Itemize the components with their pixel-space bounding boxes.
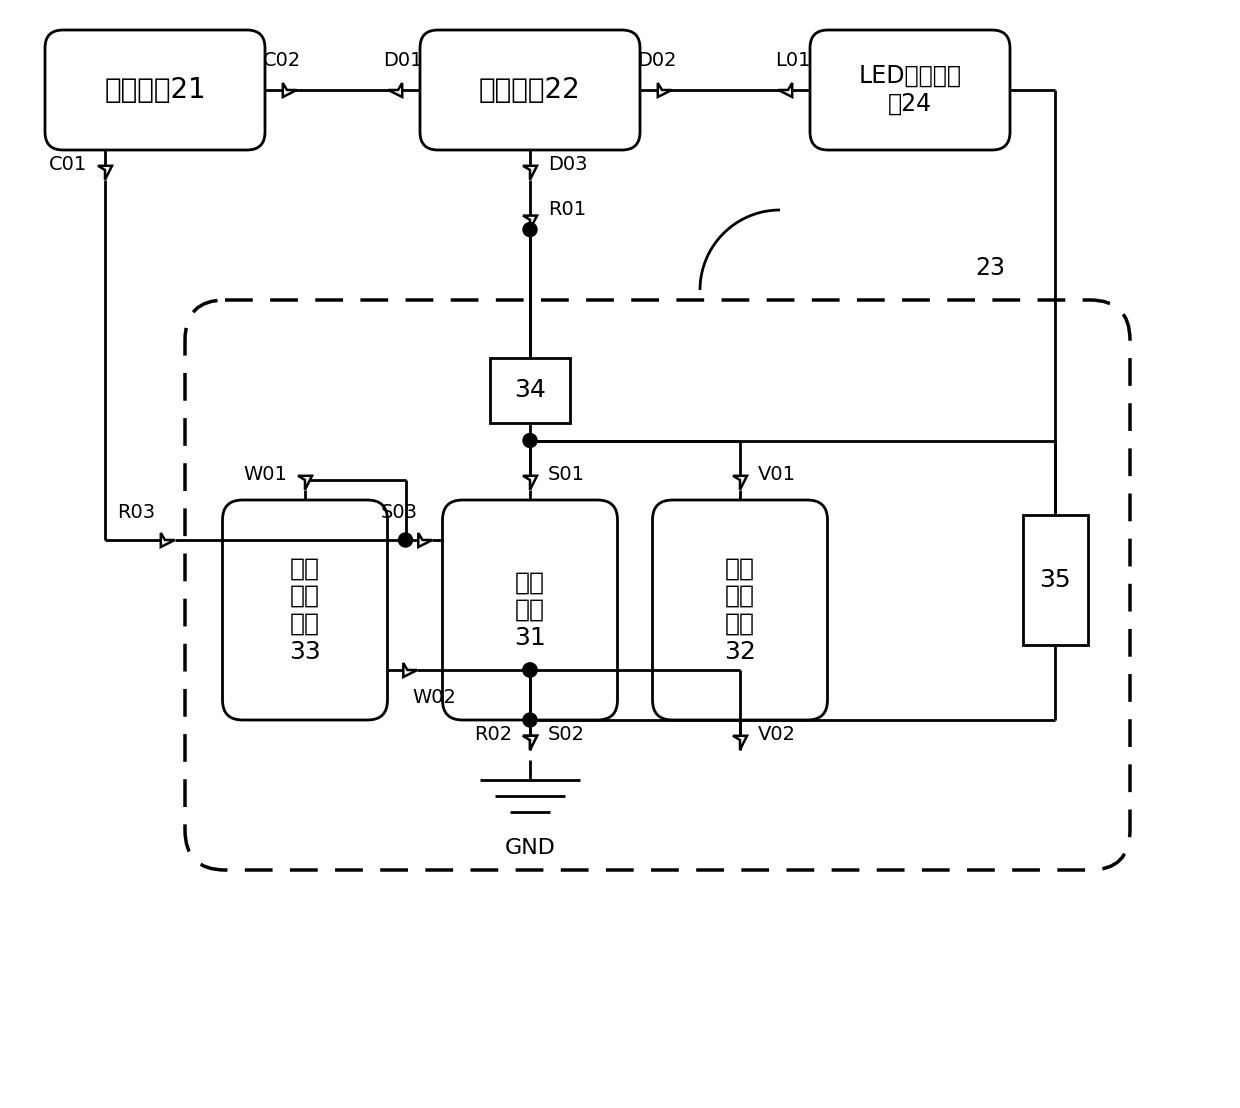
Polygon shape (388, 83, 402, 98)
Text: GND: GND (505, 838, 556, 858)
Text: W02: W02 (413, 688, 456, 707)
Text: 第二
保护
单元
33: 第二 保护 单元 33 (289, 556, 321, 664)
Circle shape (523, 223, 537, 237)
Circle shape (523, 663, 537, 677)
Circle shape (398, 533, 413, 547)
Text: LED背光源模
块24: LED背光源模 块24 (858, 64, 961, 116)
Text: C01: C01 (48, 155, 87, 174)
FancyBboxPatch shape (810, 30, 1011, 150)
Text: 23: 23 (975, 256, 1004, 280)
FancyBboxPatch shape (420, 30, 640, 150)
Text: 35: 35 (1039, 568, 1071, 592)
Text: 第一
保护
单元
32: 第一 保护 单元 32 (724, 556, 756, 664)
FancyBboxPatch shape (443, 500, 618, 720)
Text: R02: R02 (474, 726, 512, 745)
Text: V02: V02 (758, 726, 796, 745)
Polygon shape (733, 736, 746, 750)
Text: C02: C02 (263, 51, 301, 70)
Circle shape (523, 714, 537, 727)
Text: V01: V01 (758, 465, 796, 484)
Circle shape (523, 663, 537, 677)
Text: S03: S03 (381, 503, 418, 522)
Text: R03: R03 (117, 503, 155, 522)
Text: 驱动模块22: 驱动模块22 (479, 76, 580, 104)
Text: 控制模块21: 控制模块21 (104, 76, 206, 104)
Polygon shape (98, 166, 112, 179)
Polygon shape (523, 736, 537, 750)
FancyBboxPatch shape (45, 30, 265, 150)
Polygon shape (523, 475, 537, 490)
Polygon shape (418, 533, 433, 547)
Polygon shape (523, 736, 537, 750)
Text: 34: 34 (515, 378, 546, 402)
Polygon shape (161, 533, 175, 547)
Text: W01: W01 (243, 465, 286, 484)
Text: 开关
单元
31: 开关 单元 31 (515, 571, 546, 649)
FancyBboxPatch shape (652, 500, 827, 720)
Polygon shape (523, 166, 537, 179)
Polygon shape (657, 83, 672, 98)
Text: D02: D02 (637, 51, 677, 70)
Bar (490, 358, 570, 422)
Polygon shape (298, 475, 312, 490)
Polygon shape (733, 475, 746, 490)
Text: D03: D03 (548, 155, 588, 174)
Polygon shape (403, 663, 418, 677)
Bar (1023, 515, 1087, 645)
Circle shape (523, 433, 537, 448)
FancyBboxPatch shape (222, 500, 387, 720)
Polygon shape (779, 83, 792, 98)
Polygon shape (283, 83, 296, 98)
Text: S01: S01 (548, 465, 585, 484)
Text: L01: L01 (775, 51, 811, 70)
Text: D01: D01 (383, 51, 423, 70)
Text: R01: R01 (548, 201, 587, 219)
Polygon shape (523, 216, 537, 229)
Text: S02: S02 (548, 726, 585, 745)
